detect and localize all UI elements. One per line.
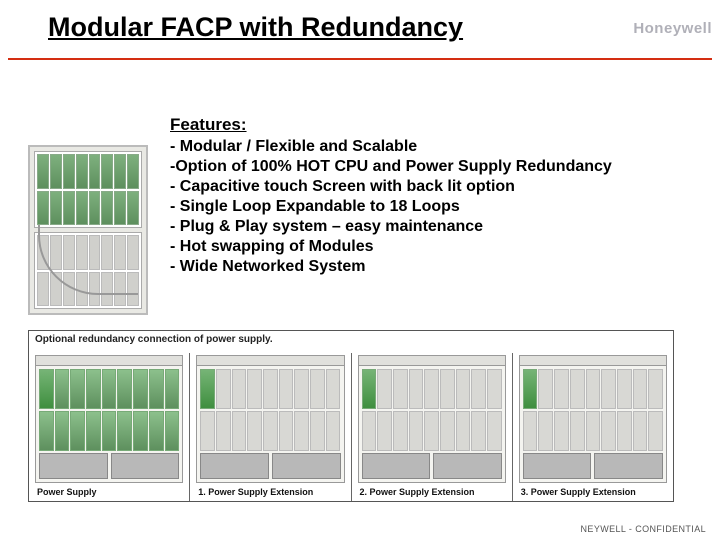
features-heading: Features: bbox=[170, 115, 680, 135]
unit-cabinet bbox=[519, 365, 667, 483]
feature-item: - Modular / Flexible and Scalable bbox=[170, 137, 680, 157]
panel-illustration-small bbox=[28, 145, 148, 315]
feature-item: -Option of 100% HOT CPU and Power Supply… bbox=[170, 157, 680, 177]
power-supply-module bbox=[362, 453, 431, 479]
unit-head bbox=[35, 355, 183, 365]
features-block: Features: - Modular / Flexible and Scala… bbox=[170, 115, 680, 277]
feature-item: - Wide Networked System bbox=[170, 257, 680, 277]
cabinet-bottom bbox=[34, 232, 142, 309]
unit-head bbox=[196, 355, 344, 365]
rack bbox=[37, 272, 139, 307]
unit-label: 3. Power Supply Extension bbox=[519, 485, 667, 497]
diagram-caption: Optional redundancy connection of power … bbox=[35, 334, 273, 345]
power-supply-module bbox=[111, 453, 180, 479]
unit-ext-1: 1. Power Supply Extension bbox=[190, 353, 351, 501]
unit-head bbox=[358, 355, 506, 365]
slide-title: Modular FACP with Redundancy bbox=[48, 12, 463, 42]
unit-cabinet bbox=[196, 365, 344, 483]
unit-ext-2: 2. Power Supply Extension bbox=[352, 353, 513, 501]
feature-item: - Hot swapping of Modules bbox=[170, 237, 680, 257]
rack bbox=[37, 191, 139, 226]
power-supply-module bbox=[594, 453, 663, 479]
power-supply-module bbox=[200, 453, 269, 479]
unit-label: Power Supply bbox=[35, 485, 183, 497]
unit-label: 1. Power Supply Extension bbox=[196, 485, 344, 497]
power-supply-module bbox=[523, 453, 592, 479]
rack bbox=[37, 154, 139, 189]
power-supply-module bbox=[39, 453, 108, 479]
unit-cabinet bbox=[358, 365, 506, 483]
title-rule bbox=[8, 58, 712, 60]
slide: Modular FACP with Redundancy Honeywell bbox=[0, 0, 720, 540]
unit-power-supply: Power Supply bbox=[29, 353, 190, 501]
cabinet-top bbox=[34, 151, 142, 228]
unit-head bbox=[519, 355, 667, 365]
power-supply-module bbox=[433, 453, 502, 479]
footer-confidential: NEYWELL - CONFIDENTIAL bbox=[581, 524, 706, 534]
feature-item: - Plug & Play system – easy maintenance bbox=[170, 217, 680, 237]
power-supply-module bbox=[272, 453, 341, 479]
feature-item: - Capacitive touch Screen with back lit … bbox=[170, 177, 680, 197]
brand-logo-text: Honeywell bbox=[633, 20, 712, 37]
rack bbox=[37, 235, 139, 270]
unit-label: 2. Power Supply Extension bbox=[358, 485, 506, 497]
feature-item: - Single Loop Expandable to 18 Loops bbox=[170, 197, 680, 217]
title-wrap: Modular FACP with Redundancy bbox=[48, 12, 690, 43]
unit-ext-3: 3. Power Supply Extension bbox=[513, 353, 673, 501]
unit-cabinet bbox=[35, 365, 183, 483]
redundancy-diagram: Optional redundancy connection of power … bbox=[28, 330, 674, 502]
diagram-units: Power Supply 1. Power Supply Extension bbox=[29, 353, 673, 501]
